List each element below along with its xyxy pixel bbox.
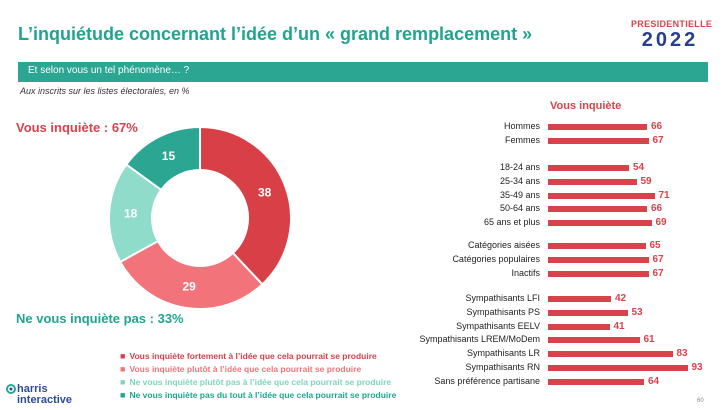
legend-item-not-at-all: ■ Ne vous inquiète pas du tout à l’idée q…	[120, 389, 396, 402]
bar-category-label: Sympathisants LFI	[465, 293, 540, 303]
legend-label: Vous inquiète plutôt à l’idée que cela p…	[129, 364, 362, 374]
legend-label: Vous inquiète fortement à l’idée que cel…	[129, 351, 377, 361]
logo-line2: 2022	[641, 29, 699, 51]
bar	[548, 178, 637, 185]
bar	[548, 192, 655, 199]
legend-label: Ne vous inquiète plutôt pas à l’idée que…	[129, 377, 392, 387]
brand-line1: harris	[17, 383, 48, 395]
bar-value-label: 41	[613, 320, 625, 332]
bar-category-label: 18-24 ans	[499, 162, 540, 172]
bar-category-label: Sympathisants LR	[466, 348, 540, 359]
donut-value-label: 15	[162, 149, 176, 163]
legend-marker: ■	[120, 364, 126, 374]
bar	[548, 309, 628, 316]
legend-marker: ■	[120, 351, 126, 361]
bar	[548, 165, 629, 171]
bar-category-label: Catégories populaires	[452, 253, 540, 264]
bar-value-label: 61	[643, 334, 655, 346]
brand-line2: interactive	[17, 394, 73, 406]
bar	[548, 296, 611, 302]
bar	[548, 124, 647, 130]
bar-value-label: 67	[652, 253, 664, 265]
logo-line1: PRESIDENTIELLE	[631, 19, 713, 29]
bar-value-label: 71	[658, 189, 670, 201]
bar-category-label: Sympathisants PS	[466, 306, 540, 317]
bar	[548, 337, 640, 344]
bar	[548, 378, 644, 385]
subtitle: Aux inscrits sur les listes électorales,…	[20, 86, 190, 96]
legend-label: Ne vous inquiète pas du tout à l’idée qu…	[129, 390, 397, 400]
bar-value-label: 67	[652, 134, 664, 146]
bar-category-label: Inactifs	[511, 267, 540, 278]
legend-marker: ■	[120, 390, 126, 400]
bar-category-label: Sympathisants EELV	[456, 320, 540, 331]
bar-value-label: 93	[691, 362, 703, 373]
bar-category-label: Sans préférence partisane	[434, 375, 540, 386]
bar-value-label: 59	[640, 175, 652, 187]
bar-category-label: 50-64 ans	[499, 203, 540, 214]
page-number: 60	[697, 398, 704, 404]
bar	[548, 206, 647, 213]
legend-marker: ■	[120, 377, 126, 387]
bar-value-label: 65	[649, 240, 661, 251]
bar	[548, 137, 649, 144]
bar	[548, 220, 652, 227]
donut-value-label: 18	[124, 207, 138, 221]
bar-category-label: Femmes	[504, 134, 540, 145]
donut-slice-somewhat-worry	[118, 239, 264, 310]
bar-category-label: Sympathisants RN	[465, 362, 540, 372]
harris-logo-icon	[6, 384, 16, 394]
bar	[548, 351, 673, 358]
bar	[548, 323, 610, 330]
bar-value-label: 83	[676, 348, 688, 360]
bar	[548, 243, 646, 249]
bar-chart-title: Vous inquiète	[550, 100, 622, 112]
harris-interactive-logo: harris interactive	[6, 383, 73, 406]
bar	[548, 256, 649, 263]
bar-category-label: Catégories aisées	[467, 240, 540, 250]
presidentielle-logo: PRESIDENTIELLE 2022	[631, 19, 713, 51]
bar-category-label: 25-34 ans	[499, 175, 540, 186]
donut-slice-not-at-all	[124, 125, 201, 192]
question-text: Et selon vous un tel phénomène… ?	[28, 65, 190, 76]
donut-slice-strong-worry	[199, 125, 292, 286]
bar-value-label: 53	[631, 306, 643, 318]
chart-legend: ■ Vous inquiète fortement à l’idée que ce…	[120, 350, 396, 402]
bar-category-label: 65 ans et plus	[483, 217, 540, 228]
bar-value-label: 64	[648, 375, 660, 387]
legend-item-somewhat-worry: ■ Vous inquiète plutôt à l’idée que cela …	[120, 363, 396, 376]
bar-category-label: 35-49 ans	[499, 189, 540, 200]
donut-value-label: 29	[182, 280, 196, 294]
bar-value-label: 67	[652, 267, 664, 279]
bar-value-label: 66	[651, 121, 663, 132]
bar-value-label: 42	[615, 293, 627, 304]
bar	[548, 365, 688, 371]
bar-value-label: 54	[633, 162, 645, 173]
donut-value-label: 38	[258, 185, 272, 199]
bar-category-label: Hommes	[503, 121, 540, 131]
page-title: L’inquiétude concernant l’idée d’un « gr…	[18, 24, 533, 44]
bar-value-label: 66	[651, 203, 663, 215]
bar-value-label: 69	[655, 217, 667, 229]
bar-category-label: Sympathisants LREM/MoDem	[419, 334, 540, 345]
legend-item-somewhat-not: ■ Ne vous inquiète plutôt pas à l’idée qu…	[120, 376, 396, 389]
legend-item-strong-worry: ■ Vous inquiète fortement à l’idée que ce…	[120, 350, 396, 363]
worried-total-label: Vous inquiète : 67%	[16, 120, 138, 135]
not-worried-total-label: Ne vous inquiète pas : 33%	[16, 311, 184, 326]
question-band: Et selon vous un tel phénomène… ?	[18, 62, 708, 82]
bar	[548, 270, 649, 277]
